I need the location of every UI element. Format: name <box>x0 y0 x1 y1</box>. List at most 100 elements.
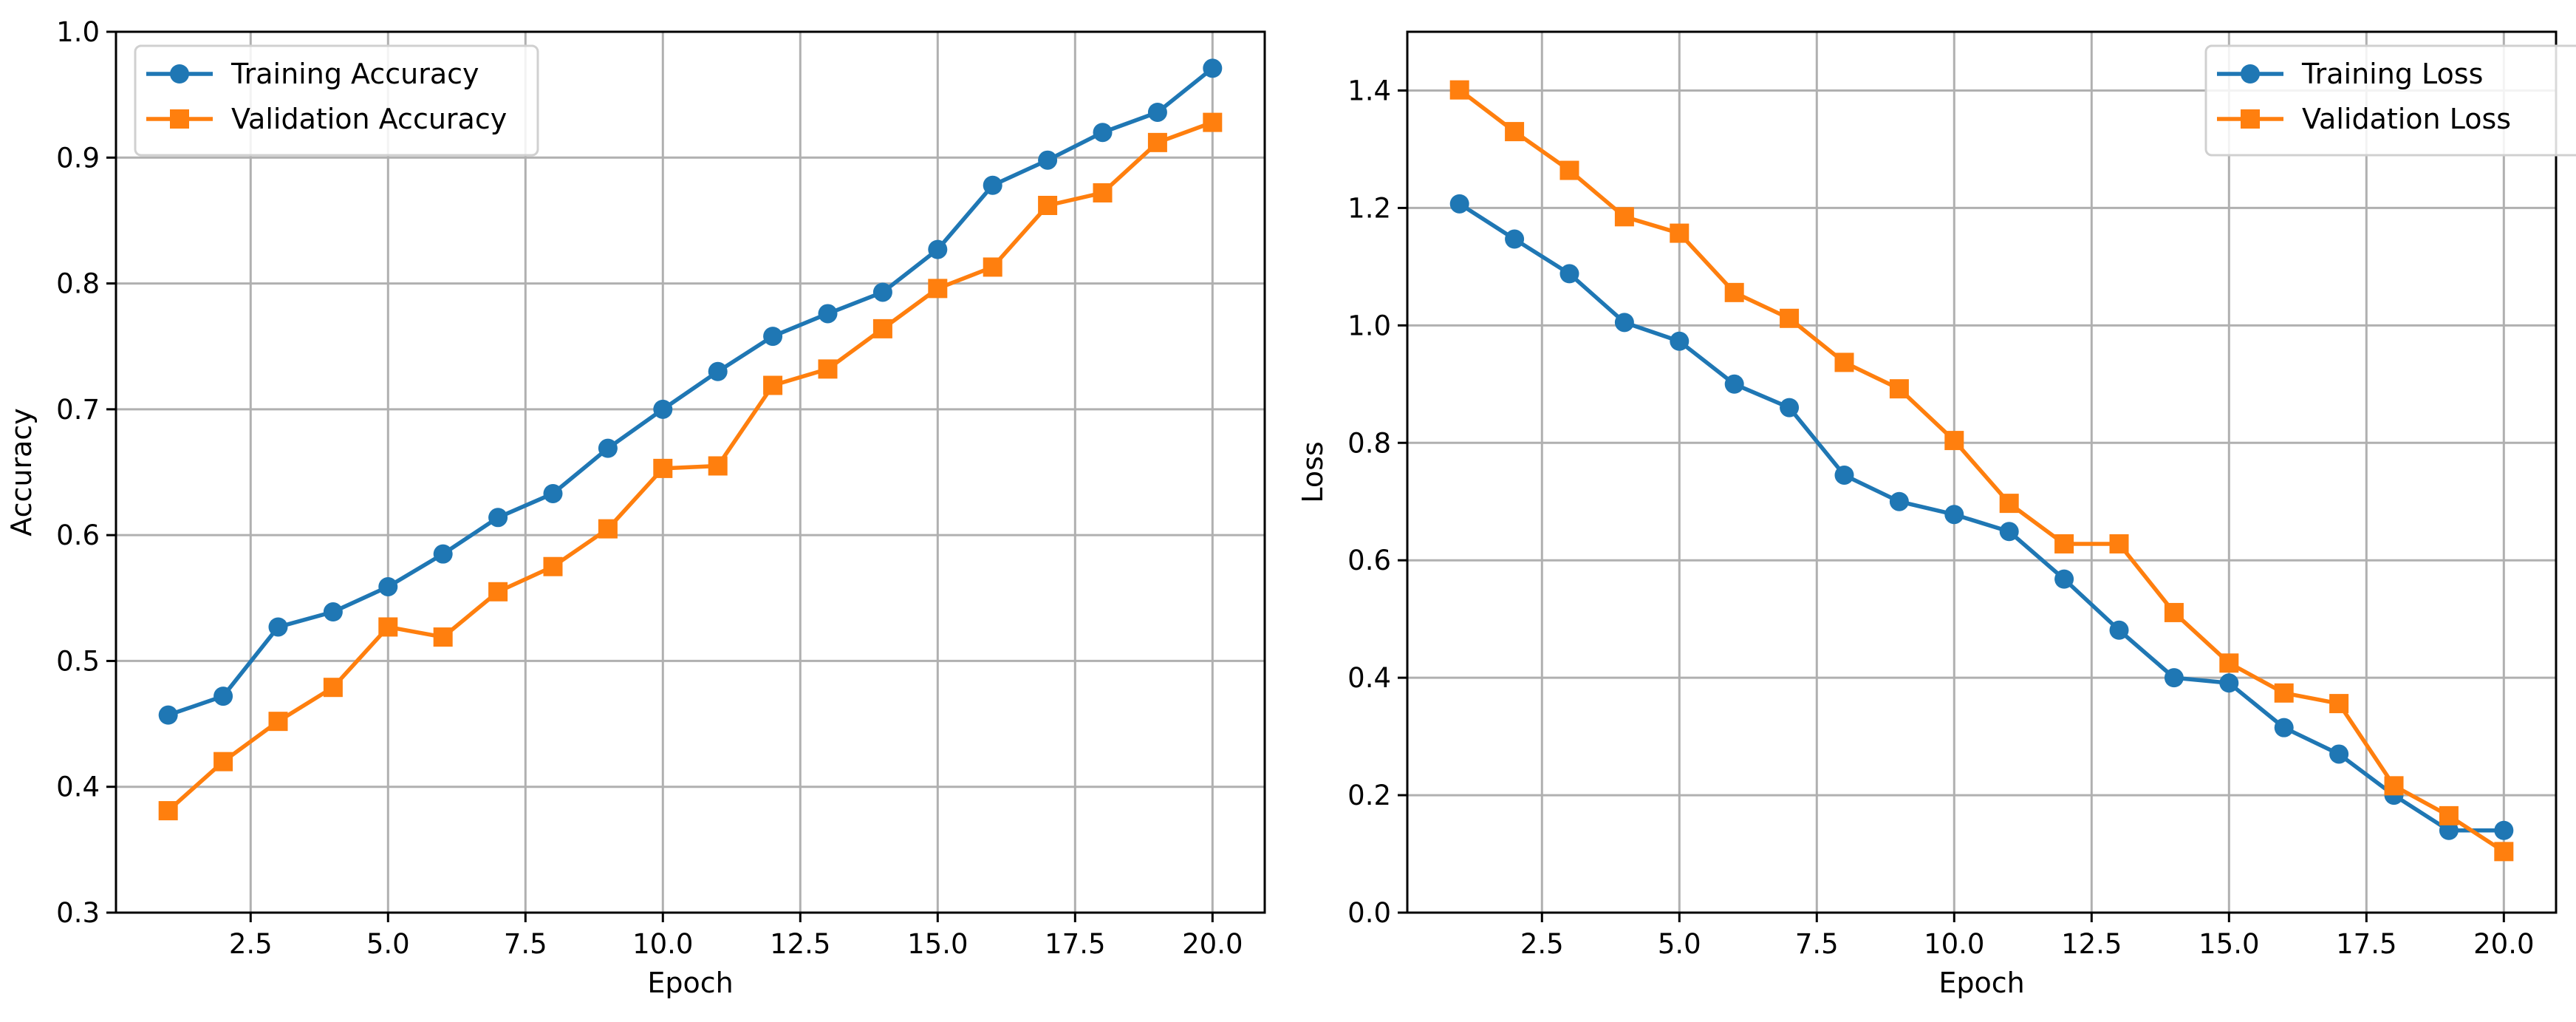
legend-label: Training Accuracy <box>230 58 479 90</box>
data-point <box>1889 379 1909 399</box>
data-point <box>378 617 398 637</box>
data-point <box>1834 352 1854 372</box>
legend-label: Validation Loss <box>2302 103 2511 135</box>
data-point <box>1093 123 1113 143</box>
axes-frame <box>1406 30 2558 914</box>
legend-label: Training Loss <box>2301 58 2483 90</box>
data-point <box>928 239 948 259</box>
series-0 <box>1449 194 2514 840</box>
data-point <box>1670 331 1690 351</box>
legend-entry: Training Loss <box>2217 58 2483 90</box>
x-tick-label: 17.5 <box>2336 928 2396 960</box>
data-point <box>983 257 1002 277</box>
data-point <box>1203 112 1223 132</box>
y-tick-label: 0.3 <box>56 897 100 929</box>
data-point <box>1780 308 1800 328</box>
legend-entry: Validation Loss <box>2217 103 2511 135</box>
data-point <box>488 582 508 602</box>
series-1 <box>158 112 1223 821</box>
series-line <box>167 67 1214 718</box>
data-point <box>2384 776 2404 796</box>
data-point <box>2329 694 2349 714</box>
x-tick-label: 10.0 <box>632 928 693 960</box>
data-point <box>763 375 783 395</box>
legend-marker <box>2241 64 2260 84</box>
axes-frame <box>115 30 1266 914</box>
data-point <box>1780 398 1800 418</box>
data-point <box>872 318 892 338</box>
data-point <box>2164 668 2184 688</box>
data-point <box>1147 102 1167 122</box>
data-point <box>1670 223 1690 243</box>
x-tick-label: 7.5 <box>504 928 547 960</box>
data-point <box>1038 150 1058 170</box>
data-point <box>1614 313 1634 333</box>
data-point <box>433 544 453 564</box>
data-point <box>1559 264 1579 284</box>
data-point <box>213 687 233 706</box>
data-point <box>2439 805 2459 825</box>
legend-marker <box>170 64 189 84</box>
data-point <box>2054 534 2074 553</box>
y-tick-label: 0.5 <box>56 645 100 677</box>
data-point <box>2219 673 2239 693</box>
series-line <box>166 120 1214 813</box>
data-point <box>543 483 563 503</box>
y-tick-label: 0.6 <box>56 519 100 551</box>
x-tick-label: 15.0 <box>2199 928 2259 960</box>
y-tick-label: 1.0 <box>1347 310 1391 341</box>
data-point <box>1147 132 1167 152</box>
data-point <box>323 602 343 622</box>
y-tick-label: 0.2 <box>1347 780 1391 811</box>
x-tick-label: 5.0 <box>366 928 410 960</box>
data-point <box>2494 842 2514 862</box>
x-tick-label: 2.5 <box>229 928 273 960</box>
gridlines <box>1407 32 2556 914</box>
data-point <box>1724 282 1744 302</box>
data-point <box>433 627 453 647</box>
data-point <box>1559 160 1579 180</box>
legend-box <box>134 44 539 157</box>
data-point <box>268 712 288 732</box>
data-point <box>1449 194 1469 214</box>
y-tick-label: 0.7 <box>56 394 100 426</box>
data-point <box>1944 431 1964 451</box>
accuracy-chart-panel: 2.5 5.0 7.5 10.0 12.5 15.0 17.5 20.0 0.3 0.4 0.5 0.… <box>5 16 1266 999</box>
legend: Training Accuracy Validation Accuracy <box>134 44 539 157</box>
data-point <box>1614 207 1634 227</box>
x-tick-label: 2.5 <box>1520 928 1564 960</box>
axis-ticks: 2.5 5.0 7.5 10.0 12.5 15.0 17.5 20.0 0.0 0.2 0.4 0.… <box>1347 75 2534 960</box>
data-point <box>1505 122 1525 142</box>
x-tick-label: 15.0 <box>907 928 968 960</box>
y-tick-label: 1.4 <box>1347 75 1391 106</box>
data-point <box>1944 505 1964 525</box>
legend-marker <box>170 109 189 129</box>
legend-marker <box>2241 109 2260 129</box>
data-point <box>158 801 178 821</box>
x-tick-label: 10.0 <box>1924 928 1984 960</box>
y-tick-label: 1.2 <box>1347 192 1391 224</box>
data-point <box>928 279 948 299</box>
x-tick-label: 12.5 <box>770 928 830 960</box>
x-tick-label: 20.0 <box>2473 928 2534 960</box>
y-tick-label: 0.8 <box>1347 427 1391 459</box>
data-point <box>1724 374 1744 394</box>
y-tick-label: 0.4 <box>1347 662 1391 694</box>
axis-ticks: 2.5 5.0 7.5 10.0 12.5 15.0 17.5 20.0 0.3 0.4 0.5 0.… <box>56 16 1243 960</box>
data-point <box>2329 744 2349 764</box>
data-point <box>2494 820 2514 840</box>
x-tick-label: 12.5 <box>2061 928 2122 960</box>
data-point <box>378 576 398 596</box>
data-point <box>213 752 233 771</box>
data-point <box>488 508 508 528</box>
y-tick-label: 0.0 <box>1347 897 1391 929</box>
series-0 <box>158 58 1223 725</box>
y-tick-label: 0.4 <box>56 771 100 803</box>
data-point <box>2439 820 2459 840</box>
data-point <box>598 519 618 539</box>
data-point <box>983 175 1002 195</box>
x-tick-label: 17.5 <box>1045 928 1105 960</box>
data-point <box>708 361 728 381</box>
